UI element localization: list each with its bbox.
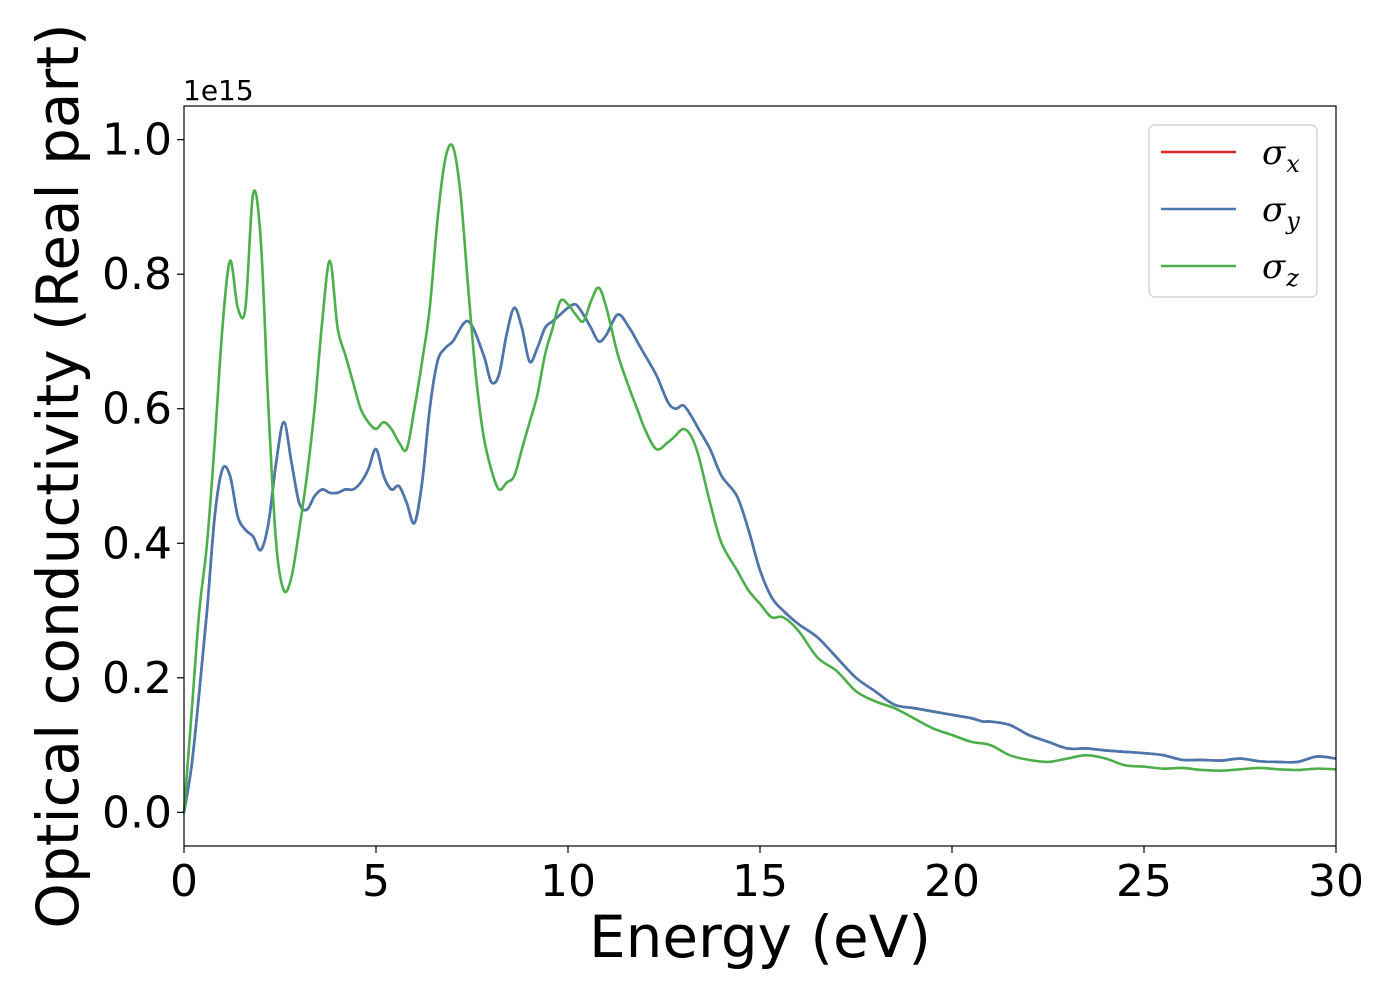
y-axis-ticks: 0.0 0.2 0.4 0.6 0.8 1.0 (102, 115, 184, 838)
x-tick-label: 0 (170, 856, 198, 907)
series-line-z (182, 143, 1337, 813)
series-line-y (182, 302, 1337, 813)
y-tick-label: 1.0 (102, 115, 172, 166)
y-offset-text: 1e15 (183, 74, 254, 107)
y-tick-label: 0.8 (102, 249, 172, 300)
plot-frame (183, 105, 1337, 847)
y-tick-label: 0.4 (102, 518, 172, 569)
x-tick-label: 30 (1308, 856, 1364, 907)
y-tick-label: 0.2 (102, 653, 172, 704)
y-tick-label: 0.6 (102, 384, 172, 435)
x-tick-label: 10 (540, 856, 596, 907)
x-tick-label: 25 (1116, 856, 1172, 907)
x-tick-label: 15 (732, 856, 788, 907)
x-tick-label: 5 (362, 856, 390, 907)
x-tick-label: 20 (924, 856, 980, 907)
series-line-x (182, 302, 1337, 813)
y-tick-label: 0.0 (102, 787, 172, 838)
x-axis-title: Energy (eV) (589, 903, 931, 971)
x-axis-ticks: 0 5 10 15 20 25 30 (170, 846, 1364, 907)
y-axis-title: Optical conductivity (Real part) (24, 23, 92, 928)
legend-box (1148, 124, 1318, 298)
series-lines (182, 143, 1337, 813)
